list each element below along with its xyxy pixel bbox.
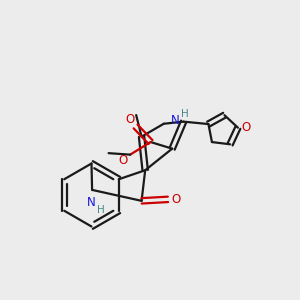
Text: O: O [118,154,127,166]
Text: N: N [87,196,96,209]
Text: O: O [242,121,251,134]
Text: O: O [125,113,134,126]
Text: H: H [97,205,105,215]
Text: O: O [172,193,181,206]
Text: H: H [181,109,189,119]
Text: N: N [171,114,180,127]
